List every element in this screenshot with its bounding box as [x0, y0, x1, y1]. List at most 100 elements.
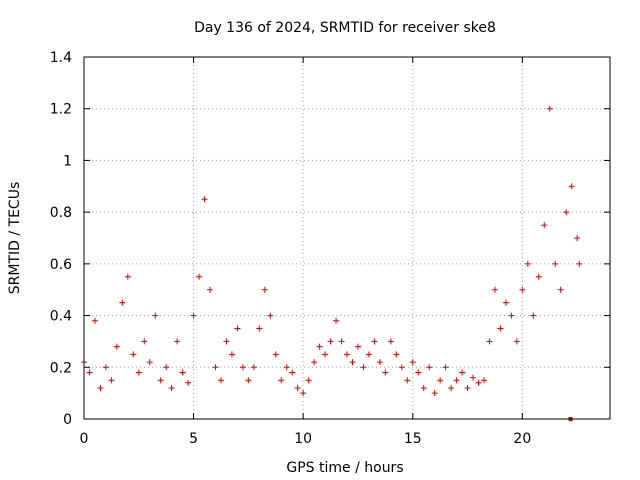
data-point [459, 369, 466, 376]
data-point [360, 364, 367, 371]
data-point [113, 343, 120, 350]
data-point [541, 222, 548, 229]
x-tick-label: 5 [189, 431, 198, 447]
data-point [283, 364, 290, 371]
data-point [371, 338, 378, 345]
x-tick-label: 20 [513, 431, 531, 447]
data-point [311, 359, 318, 366]
x-axis-label: GPS time / hours [286, 460, 403, 476]
y-tick-label: 1.4 [50, 50, 72, 66]
x-tick-label: 0 [80, 431, 89, 447]
data-point [217, 377, 224, 384]
data-point [404, 377, 411, 384]
data-point [349, 359, 356, 366]
data-point [497, 325, 504, 332]
data-point [393, 351, 400, 358]
y-tick-label: 0.2 [50, 360, 72, 376]
data-point [491, 286, 498, 293]
y-tick-label: 0 [63, 412, 72, 428]
data-point [387, 338, 394, 345]
data-point [316, 343, 323, 350]
data-point [376, 359, 383, 366]
data-point [448, 384, 455, 391]
data-point [278, 377, 285, 384]
data-point [453, 377, 460, 384]
data-point [135, 369, 142, 376]
data-point [382, 369, 389, 376]
data-point [508, 312, 515, 319]
y-tick-label: 1 [63, 153, 72, 169]
axis-ticks: 0 5 10 15 20 0 0.2 0.4 0.6 0.8 1 1.2 1.4 [50, 50, 610, 447]
data-point [480, 377, 487, 384]
data-point [250, 364, 257, 371]
data-point [338, 338, 345, 345]
data-point [168, 384, 175, 391]
x-tick-label: 15 [404, 431, 422, 447]
data-point [502, 299, 509, 306]
data-point [245, 377, 252, 384]
data-point [409, 359, 416, 366]
data-point [185, 379, 192, 386]
data-point [294, 384, 301, 391]
data-point [261, 286, 268, 293]
data-point [333, 317, 340, 324]
data-point [289, 369, 296, 376]
data-point [86, 369, 93, 376]
data-point [513, 338, 520, 345]
data-point [163, 364, 170, 371]
data-point [196, 273, 203, 280]
data-point [124, 273, 131, 280]
data-point [228, 351, 235, 358]
data-point [102, 364, 109, 371]
data-point [179, 369, 186, 376]
y-tick-label: 0.4 [50, 309, 72, 325]
data-point [119, 299, 126, 306]
x-tick-label: 10 [294, 431, 312, 447]
y-axis-label: SRMTID / TECUs [7, 182, 23, 295]
data-point [568, 183, 575, 190]
data-point [426, 364, 433, 371]
data-point [464, 384, 471, 391]
plot-frame [83, 56, 611, 420]
data-point [267, 312, 274, 319]
data-point [535, 273, 542, 280]
data-point [201, 196, 208, 203]
data-point [365, 351, 372, 358]
y-tick-label: 1.2 [50, 102, 72, 118]
data-point [327, 338, 334, 345]
data-point [442, 364, 449, 371]
data-point [519, 286, 526, 293]
data-point [223, 338, 230, 345]
data-markers [81, 105, 583, 421]
data-point [475, 379, 482, 386]
data-point [557, 286, 564, 293]
data-point [108, 377, 115, 384]
data-point [574, 235, 581, 241]
data-point [305, 377, 312, 384]
data-point [437, 377, 444, 384]
data-point [420, 384, 427, 391]
data-point [470, 374, 477, 381]
data-point [552, 260, 559, 267]
data-point [486, 338, 493, 345]
data-point [415, 369, 422, 376]
data-point [97, 384, 104, 391]
data-point [354, 343, 361, 350]
data-point [530, 312, 537, 319]
chart-title: Day 136 of 2024, SRMTID for receiver ske… [194, 20, 496, 36]
data-point [398, 364, 405, 371]
data-point [152, 312, 159, 319]
data-point [207, 286, 214, 293]
data-point [239, 364, 246, 371]
data-point [524, 260, 531, 267]
data-point [546, 105, 553, 112]
data-point [300, 390, 307, 397]
data-point [174, 338, 181, 345]
data-point [431, 390, 438, 397]
data-point [190, 312, 197, 319]
data-point [212, 364, 219, 371]
data-point [91, 317, 98, 324]
data-point [344, 351, 350, 358]
data-point [141, 338, 148, 345]
